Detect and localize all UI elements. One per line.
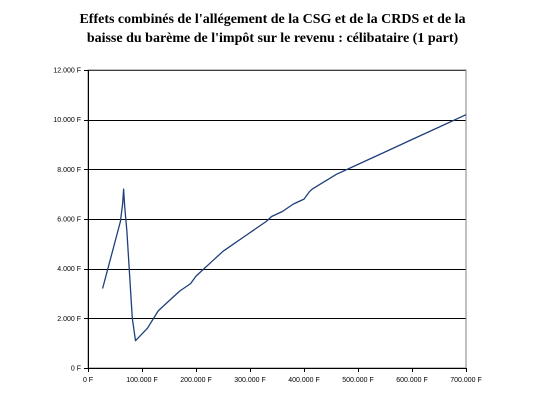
x-tick-label-3: 300.000 F [234,377,266,384]
y-tick-label-1: 2.000 F [57,316,81,323]
series-layer [101,114,467,342]
y-tick-label-6: 12.000 F [53,68,81,75]
chart-title-line-1: Effets combinés de l'allégement de la CS… [79,12,466,27]
grid-lines [88,70,466,319]
y-tick-label-5: 10.000 F [53,117,81,124]
axes [84,70,466,372]
x-tick-label-6: 600.000 F [396,377,428,384]
x-axis-tick-labels: 0 F 100.000 F 200.000 F 300.000 F 400.000 F 5… [83,368,482,384]
y-tick-label-2: 4.000 F [57,266,81,273]
x-tick-label-7: 700.000 F [450,377,482,384]
x-tick-label-0: 0 F [83,377,93,384]
y-axis-tick-labels: 0 F 2.000 F 4.000 F 6.000 F 8.000 F 10.000 F 1… [53,68,88,373]
x-tick-label-5: 500.000 F [342,377,374,384]
x-tick-label-4: 400.000 F [288,377,320,384]
chart-title-line-2: baisse du barème de l'impôt sur le reven… [86,31,459,46]
y-tick-label-3: 6.000 F [57,217,81,224]
x-tick-label-1: 100.000 F [126,377,158,384]
series-line-0 [101,114,467,342]
y-tick-label-4: 8.000 F [57,167,81,174]
chart-title: Effets combinés de l'allégement de la CS… [0,10,545,48]
y-tick-label-0: 0 F [71,366,81,373]
x-tick-label-2: 200.000 F [180,377,212,384]
